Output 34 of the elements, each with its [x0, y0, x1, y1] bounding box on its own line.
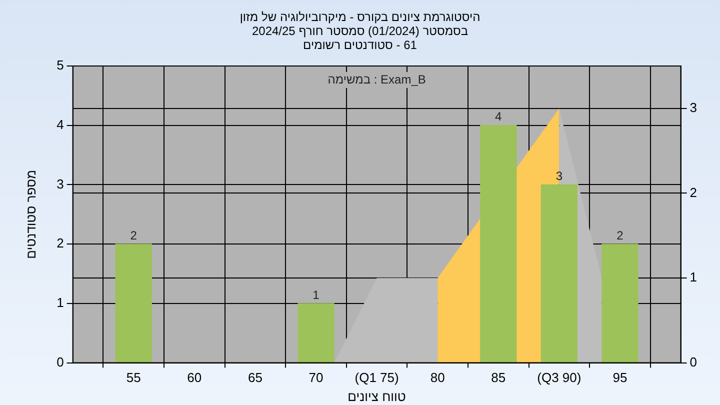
x-tick-label: 80	[430, 370, 445, 386]
y-tick-label: 2	[56, 236, 64, 251]
chart-subtitle: בסמסטר (01/2024) סמסטר חורף 2024/25 61 - סטודנטים רשומים	[250, 24, 470, 52]
x-tick-label: 70	[308, 370, 324, 386]
y-tick-label: 3	[56, 176, 64, 192]
bar	[480, 125, 517, 363]
y2-tick-label: 1	[690, 270, 698, 285]
data-label: 2	[616, 228, 624, 242]
data-label: 3	[556, 169, 563, 184]
x-tick-label: (Q3 90)	[537, 370, 582, 386]
x-tick-label: 95	[612, 370, 628, 386]
x-tick-label: 55	[126, 370, 141, 386]
y-tick-label: 5	[56, 58, 64, 73]
y-tick-label: 4	[56, 116, 64, 132]
chart-title: היסטוגרמת ציונים בקורס - מיקרוביולוגיה של מזון	[238, 10, 482, 24]
bar	[602, 244, 638, 363]
y2-tick-label: 0	[690, 354, 698, 370]
bar	[298, 303, 334, 363]
y2-tick-label: 3	[690, 100, 698, 115]
x-tick-label: 60	[187, 370, 202, 386]
y2-tick-label: 2	[690, 184, 698, 200]
x-tick-label: (Q1 75)	[354, 370, 399, 386]
x-tick-label: 65	[248, 370, 262, 386]
data-label: 4	[495, 110, 502, 124]
x-tick-label: 85	[491, 370, 506, 386]
data-label: 1	[312, 288, 320, 302]
bar	[540, 184, 578, 363]
bar	[115, 244, 152, 363]
y-tick-label: 0	[56, 354, 64, 370]
y-tick-label: 1	[56, 295, 64, 310]
annotation: במשימה : Exam_B	[328, 72, 426, 86]
y-axis-title: מספר סטודנטים	[23, 170, 38, 259]
data-label: 2	[130, 228, 138, 242]
x-axis-title: טווח ציונים	[348, 388, 406, 404]
